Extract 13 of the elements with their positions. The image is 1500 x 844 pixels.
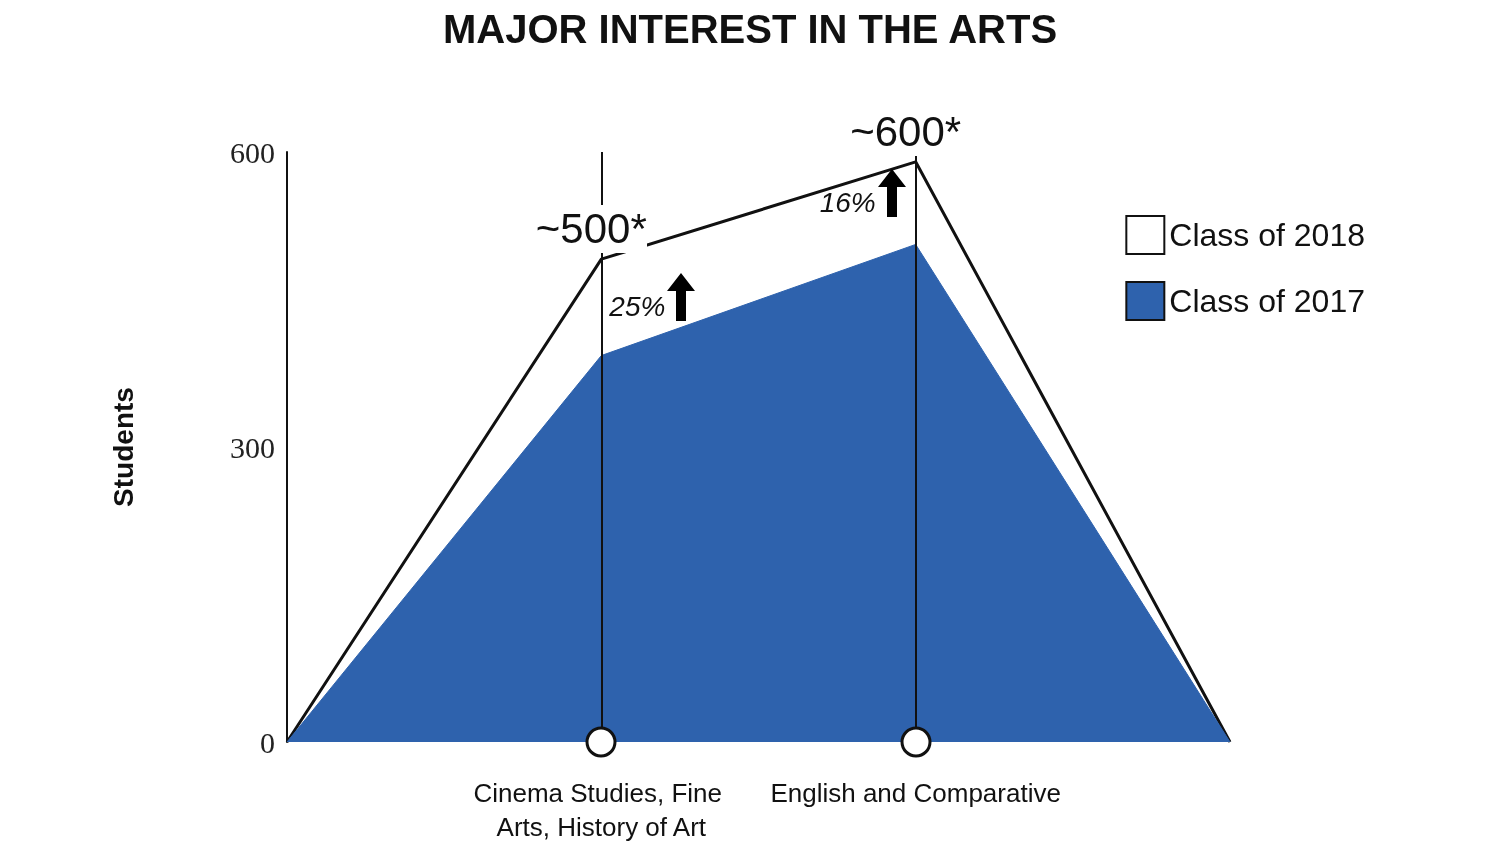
y-tick-label: 0 bbox=[260, 725, 275, 759]
legend-label: Class of 2017 bbox=[1169, 283, 1365, 319]
y-axis-title: Students bbox=[107, 387, 139, 507]
chart-title: MAJOR INTEREST IN THE ARTS bbox=[442, 7, 1058, 51]
x-tick-label: Cinema Studies, Fine Arts, History of Art bbox=[473, 778, 730, 842]
legend-label: Class of 2018 bbox=[1169, 217, 1365, 253]
y-tick-label: 300 bbox=[230, 430, 275, 464]
annotation: 16% bbox=[819, 187, 876, 220]
y-tick-label: 600 bbox=[230, 135, 275, 169]
annotation: 25% bbox=[609, 291, 666, 324]
annotation: ~500* bbox=[535, 205, 647, 254]
annotation: ~600* bbox=[850, 107, 962, 156]
x-tick-label: English and Comparative bbox=[770, 778, 1061, 808]
